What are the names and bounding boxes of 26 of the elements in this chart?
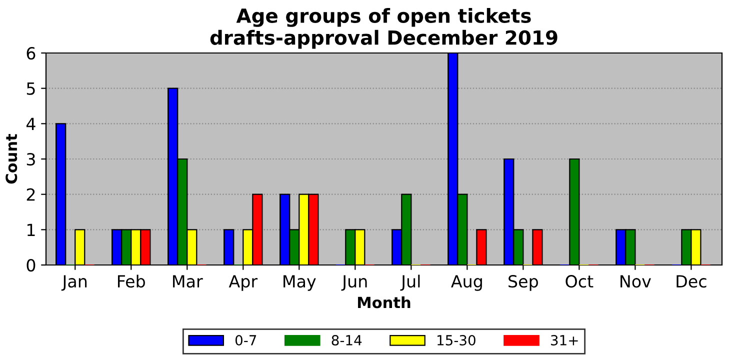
y-tick-label: 5 xyxy=(26,82,35,95)
legend-label: 8-14 xyxy=(332,334,362,346)
legend-label: 15-30 xyxy=(438,334,476,346)
legend-label: 0-7 xyxy=(235,334,256,346)
x-tick-label: Sep xyxy=(508,275,538,291)
y-tick-label: 6 xyxy=(26,46,36,60)
x-tick-label: Jun xyxy=(341,275,367,291)
x-tick-label: Mar xyxy=(173,275,203,288)
x-tick-label: Feb xyxy=(118,274,145,288)
y-tick-label: 4 xyxy=(26,118,36,130)
y-tick-label: 3 xyxy=(26,152,35,166)
y-tick-label: 0 xyxy=(26,258,36,272)
legend-label: 31+ xyxy=(551,334,578,346)
y-axis-title: Count xyxy=(6,134,18,184)
x-tick-label: Nov xyxy=(620,275,651,288)
y-tick-label: 1 xyxy=(28,224,35,236)
y-tick-label: 2 xyxy=(26,188,35,201)
x-tick-label: Oct xyxy=(566,275,594,288)
x-tick-label: Jul xyxy=(400,274,420,291)
x-tick-label: Jan xyxy=(61,275,87,291)
x-axis-title: Month xyxy=(358,296,410,308)
x-tick-label: Apr xyxy=(228,275,258,291)
x-tick-label: Aug xyxy=(451,275,482,291)
x-tick-label: May xyxy=(284,275,316,291)
x-tick-label: Dec xyxy=(676,275,706,288)
chart-title: Age groups of open tickets drafts-approval December 2019 xyxy=(210,8,558,49)
